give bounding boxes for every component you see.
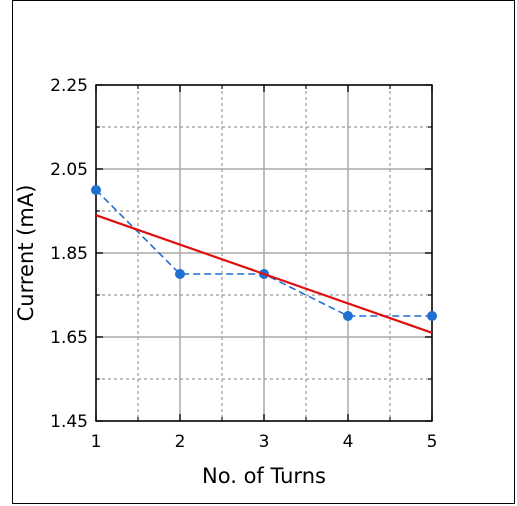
x-tick-label: 2: [175, 432, 186, 452]
data-point: [427, 311, 437, 321]
grid-lines: [95, 84, 433, 422]
y-tick-label: 1.65: [50, 328, 88, 348]
x-tick-label: 4: [343, 432, 354, 452]
data-point: [175, 269, 185, 279]
y-axis-tick-labels: 1.45 1.65 1.85 2.05 2.25: [50, 76, 88, 432]
x-tick-label: 1: [91, 432, 102, 452]
x-axis-tick-labels: 1 2 3 4 5: [91, 432, 438, 452]
data-point: [91, 185, 101, 195]
x-axis-title: No. of Turns: [202, 464, 326, 488]
x-tick-label: 3: [259, 432, 270, 452]
data-point: [343, 311, 353, 321]
series-layer: [91, 185, 437, 334]
y-tick-label: 2.25: [50, 76, 88, 96]
y-axis-title: Current (mA): [14, 185, 38, 322]
y-tick-label: 1.45: [50, 412, 88, 432]
figure-frame: [12, 0, 515, 504]
y-tick-label: 2.05: [50, 160, 88, 180]
fit-line: [95, 214, 433, 334]
x-tick-label: 5: [427, 432, 438, 452]
axis-ticks: [95, 84, 433, 422]
y-tick-label: 1.85: [50, 244, 88, 264]
